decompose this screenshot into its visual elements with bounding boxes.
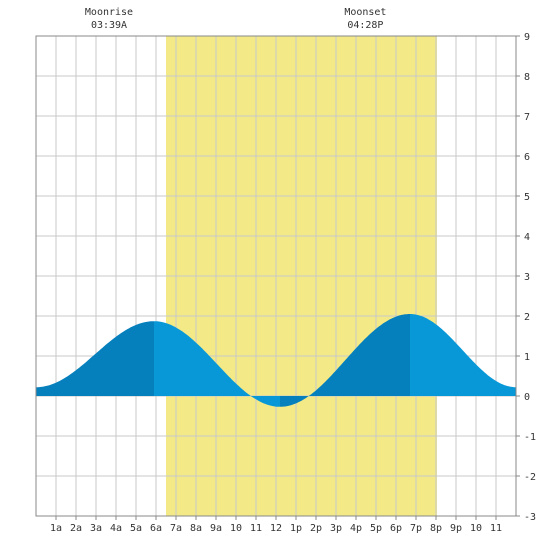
moon-event: Moonset 04:28P	[344, 7, 386, 31]
tide-layer	[36, 314, 516, 407]
moon-event: Moonrise 03:39A	[85, 7, 133, 31]
x-tick-label: 6a	[150, 523, 162, 534]
moon-event-label: Moonrise	[85, 7, 133, 18]
x-tick-label: 10	[230, 523, 242, 534]
x-tick-label: 9a	[210, 523, 222, 534]
y-tick-label: 4	[524, 232, 530, 243]
x-tick-label: 1p	[290, 523, 302, 534]
x-axis: 1a 2a 3a 4a 5a 6a 7a 8a 9a 10 11 12 1p 2p 3p 4p 5p 6p 7p 8p…	[50, 516, 502, 534]
x-tick-label: 2a	[70, 523, 82, 534]
y-tick-label: 5	[524, 192, 530, 203]
x-tick-label: 3p	[330, 523, 342, 534]
tide-area-falling	[410, 314, 516, 396]
y-tick-label: 7	[524, 112, 530, 123]
x-tick-label: 8p	[430, 523, 442, 534]
moon-events: Moonrise 03:39A Moonset 04:28P	[85, 7, 387, 31]
x-tick-label: 5p	[370, 523, 382, 534]
tide-area-rising	[280, 314, 410, 407]
x-tick-label: 12	[270, 523, 282, 534]
y-tick-label: 3	[524, 272, 530, 283]
x-tick-label: 7a	[170, 523, 182, 534]
y-tick-label: 6	[524, 152, 530, 163]
x-tick-label: 2p	[310, 523, 322, 534]
y-axis: -3 -2 -1 0 1 2 3 4 5 6 7 8 9	[516, 32, 536, 523]
x-tick-label: 11	[250, 523, 262, 534]
x-tick-label: 1a	[50, 523, 62, 534]
y-tick-label: -1	[524, 432, 536, 443]
x-tick-label: 11	[490, 523, 502, 534]
moon-event-time: 03:39A	[91, 20, 127, 31]
moon-event-label: Moonset	[344, 7, 386, 18]
x-tick-label: 8a	[190, 523, 202, 534]
x-tick-label: 9p	[450, 523, 462, 534]
y-tick-label: -3	[524, 512, 536, 523]
y-tick-label: 1	[524, 352, 530, 363]
y-tick-label: -2	[524, 472, 536, 483]
x-tick-label: 6p	[390, 523, 402, 534]
y-tick-label: 8	[524, 72, 530, 83]
x-tick-label: 3a	[90, 523, 102, 534]
x-tick-label: 4a	[110, 523, 122, 534]
x-tick-label: 7p	[410, 523, 422, 534]
x-tick-label: 10	[470, 523, 482, 534]
y-tick-label: 9	[524, 32, 530, 43]
x-tick-label: 4p	[350, 523, 362, 534]
y-tick-label: 2	[524, 312, 530, 323]
grid-layer	[36, 36, 516, 516]
tide-area-falling	[154, 321, 280, 407]
moon-event-time: 04:28P	[347, 20, 383, 31]
y-tick-label: 0	[524, 392, 530, 403]
tide-area-rising	[36, 321, 154, 396]
x-tick-label: 5a	[130, 523, 142, 534]
